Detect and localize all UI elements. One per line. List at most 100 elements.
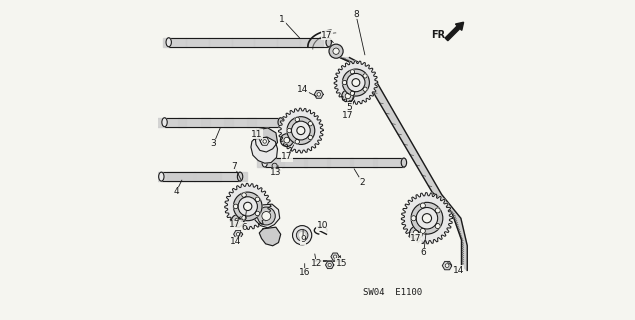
Text: 16: 16 <box>299 268 311 277</box>
Circle shape <box>242 193 246 197</box>
Text: 7: 7 <box>231 162 237 171</box>
Circle shape <box>291 121 311 140</box>
Circle shape <box>236 232 240 236</box>
Circle shape <box>422 214 432 223</box>
Text: 6: 6 <box>241 223 247 232</box>
Text: 17: 17 <box>281 152 293 161</box>
Circle shape <box>257 207 275 225</box>
Polygon shape <box>164 118 281 127</box>
Polygon shape <box>154 118 186 127</box>
Polygon shape <box>327 158 354 167</box>
Polygon shape <box>169 38 329 47</box>
Polygon shape <box>281 158 307 167</box>
Polygon shape <box>350 158 377 167</box>
Polygon shape <box>373 158 400 167</box>
Polygon shape <box>186 38 209 47</box>
Circle shape <box>255 211 260 216</box>
Text: 6: 6 <box>421 248 427 257</box>
Circle shape <box>295 140 300 144</box>
Circle shape <box>262 212 271 220</box>
Text: 17: 17 <box>410 234 422 243</box>
Polygon shape <box>340 58 467 270</box>
Circle shape <box>363 87 367 92</box>
Ellipse shape <box>237 172 243 181</box>
Circle shape <box>317 92 321 96</box>
Circle shape <box>410 227 422 239</box>
Text: 14: 14 <box>231 237 241 246</box>
Polygon shape <box>304 158 330 167</box>
Polygon shape <box>300 38 323 47</box>
Circle shape <box>328 263 331 267</box>
Circle shape <box>333 48 339 54</box>
Text: 15: 15 <box>336 259 347 268</box>
Polygon shape <box>232 38 255 47</box>
Polygon shape <box>331 253 339 260</box>
Circle shape <box>297 229 308 241</box>
Text: 14: 14 <box>453 266 464 275</box>
Circle shape <box>287 117 315 144</box>
Text: 11: 11 <box>251 130 262 139</box>
Circle shape <box>342 69 370 96</box>
Polygon shape <box>225 183 271 229</box>
Circle shape <box>420 228 425 234</box>
Circle shape <box>342 80 347 85</box>
Ellipse shape <box>162 118 167 127</box>
Circle shape <box>342 90 354 102</box>
Polygon shape <box>401 193 453 244</box>
Circle shape <box>351 91 354 95</box>
Text: 8: 8 <box>353 10 359 19</box>
Circle shape <box>255 197 260 202</box>
Circle shape <box>287 128 291 133</box>
Polygon shape <box>141 172 194 181</box>
Circle shape <box>272 163 277 168</box>
Circle shape <box>411 216 416 221</box>
Text: 3: 3 <box>211 140 217 148</box>
Circle shape <box>242 215 246 220</box>
Ellipse shape <box>278 118 283 127</box>
Text: 4: 4 <box>173 188 179 196</box>
Circle shape <box>411 202 443 234</box>
Polygon shape <box>161 172 240 181</box>
Text: 9: 9 <box>300 236 306 244</box>
Ellipse shape <box>262 158 267 167</box>
Polygon shape <box>178 118 210 127</box>
Polygon shape <box>443 261 452 270</box>
Polygon shape <box>247 118 279 127</box>
Circle shape <box>297 126 305 135</box>
Circle shape <box>345 93 351 99</box>
Text: 1: 1 <box>279 15 285 24</box>
Polygon shape <box>194 172 247 181</box>
Text: 5: 5 <box>347 103 352 112</box>
Circle shape <box>435 208 440 213</box>
Circle shape <box>281 134 293 147</box>
Ellipse shape <box>166 38 171 47</box>
Circle shape <box>263 140 267 143</box>
Polygon shape <box>314 91 323 98</box>
Circle shape <box>351 70 354 74</box>
Polygon shape <box>279 108 323 153</box>
Circle shape <box>231 215 244 227</box>
Polygon shape <box>255 38 277 47</box>
Ellipse shape <box>401 158 406 167</box>
Text: FR.: FR. <box>431 30 449 40</box>
Text: 10: 10 <box>317 221 328 230</box>
Polygon shape <box>168 172 221 181</box>
Circle shape <box>234 204 238 209</box>
Polygon shape <box>251 137 277 163</box>
Polygon shape <box>234 230 243 238</box>
Circle shape <box>295 117 300 122</box>
Circle shape <box>329 44 343 58</box>
Text: 17: 17 <box>321 31 333 40</box>
Polygon shape <box>201 118 233 127</box>
Circle shape <box>363 74 367 78</box>
Polygon shape <box>209 38 232 47</box>
Polygon shape <box>260 138 269 145</box>
Text: 13: 13 <box>270 168 282 177</box>
Polygon shape <box>277 38 300 47</box>
Circle shape <box>435 223 440 228</box>
Ellipse shape <box>326 38 331 47</box>
Circle shape <box>333 255 337 258</box>
Polygon shape <box>253 204 280 228</box>
Circle shape <box>308 135 312 140</box>
Circle shape <box>352 79 360 86</box>
